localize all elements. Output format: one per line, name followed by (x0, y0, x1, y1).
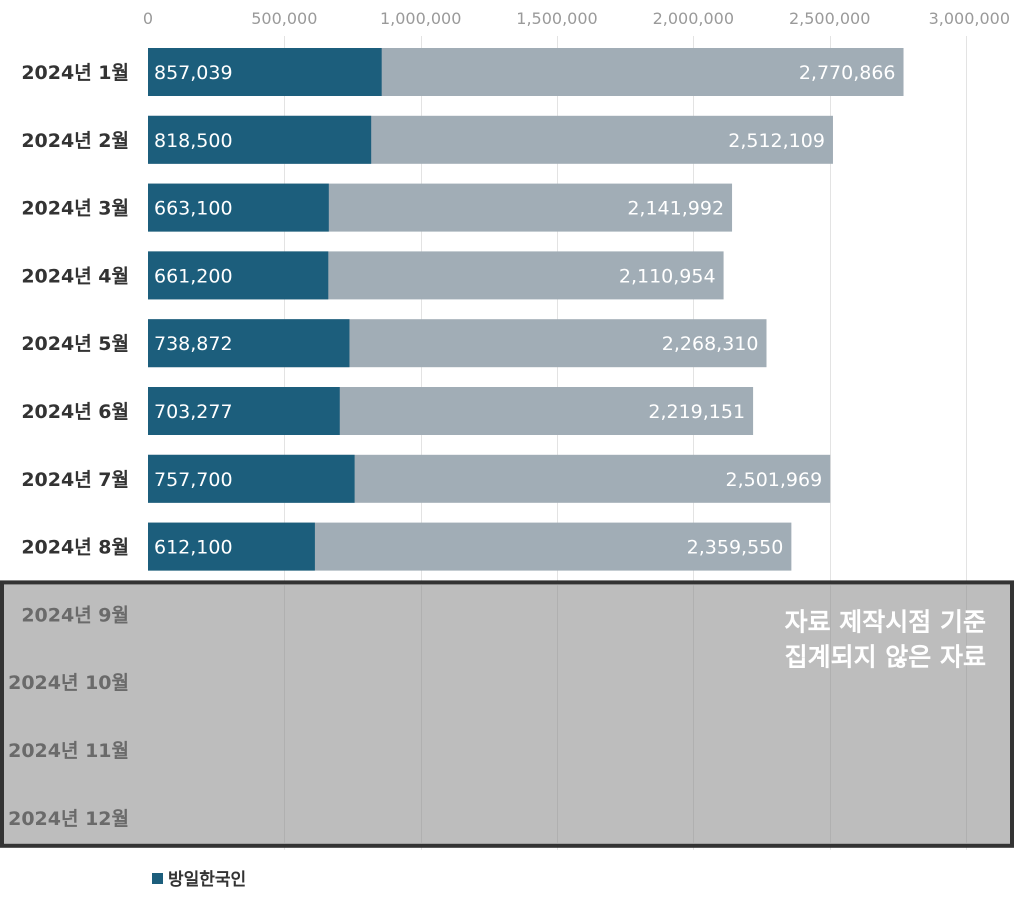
x-tick-label: 500,000 (251, 9, 317, 28)
annotation-text: 자료 제작시점 기준 (785, 607, 986, 636)
data-label-korean-visitors: 818,500 (154, 130, 233, 152)
data-label-korean-visitors: 857,039 (154, 62, 233, 84)
data-label-korean-visitors: 661,200 (154, 265, 233, 287)
category-label: 2024년 4월 (21, 265, 129, 287)
x-tick-label: 1,500,000 (516, 9, 597, 28)
data-label-total: 2,359,550 (687, 537, 784, 559)
category-label: 2024년 5월 (21, 333, 129, 355)
x-tick-label: 3,000,000 (929, 9, 1010, 28)
data-label-total: 2,141,992 (627, 198, 724, 220)
category-label: 2024년 10월 (8, 672, 129, 694)
category-label: 2024년 8월 (21, 537, 129, 559)
category-label: 2024년 6월 (21, 401, 129, 423)
data-label-korean-visitors: 612,100 (154, 537, 233, 559)
bar-korean-visitors (148, 387, 340, 435)
data-label-total: 2,219,151 (648, 401, 745, 423)
category-label: 2024년 9월 (21, 604, 129, 626)
bar-korean-visitors (148, 251, 329, 300)
annotation-text: 집계되지 않은 자료 (785, 642, 986, 671)
category-label: 2024년 11월 (8, 740, 129, 762)
legend-label: 방일한국인 (168, 870, 246, 890)
data-label-korean-visitors: 663,100 (154, 198, 233, 220)
missing-data-overlay (0, 580, 1014, 848)
category-label: 2024년 1월 (21, 62, 129, 84)
bar-korean-visitors (148, 522, 315, 571)
bar-korean-visitors (148, 183, 329, 232)
legend-swatch (152, 873, 163, 884)
bar-korean-visitors (148, 454, 355, 503)
category-label: 2024년 3월 (21, 198, 129, 220)
category-label: 2024년 7월 (21, 469, 129, 491)
data-label-total: 2,110,954 (619, 265, 716, 287)
bar-korean-visitors (148, 319, 350, 368)
x-tick-label: 0 (143, 9, 153, 28)
data-label-total: 2,268,310 (662, 333, 759, 355)
bar-korean-visitors (148, 48, 382, 96)
bar-korean-visitors (148, 115, 372, 164)
data-label-korean-visitors: 703,277 (154, 401, 233, 423)
x-tick-label: 2,000,000 (653, 9, 734, 28)
data-label-korean-visitors: 738,872 (154, 333, 233, 355)
data-label-korean-visitors: 757,700 (154, 469, 233, 491)
data-label-total: 2,512,109 (728, 130, 825, 152)
x-tick-label: 2,500,000 (789, 9, 870, 28)
data-label-total: 2,501,969 (726, 469, 823, 491)
category-label: 2024년 2월 (21, 130, 129, 152)
data-label-total: 2,770,866 (799, 62, 896, 84)
category-label: 2024년 12월 (8, 808, 129, 830)
x-tick-label: 1,000,000 (380, 9, 461, 28)
